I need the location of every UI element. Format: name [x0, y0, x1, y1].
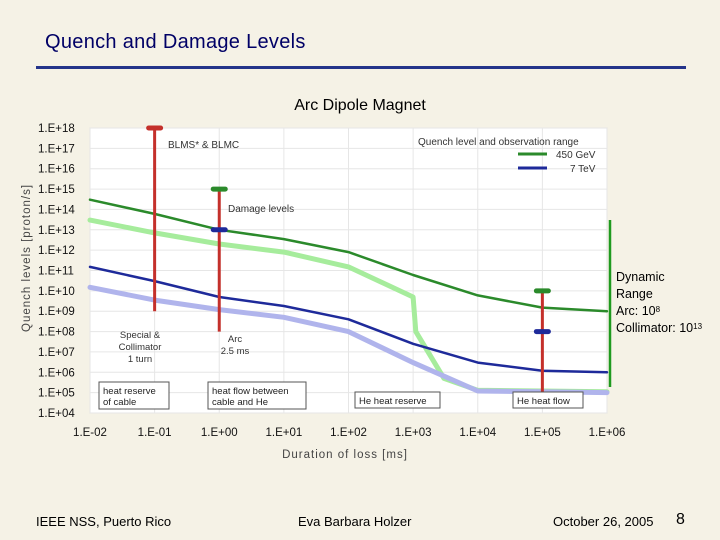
box-heat-flow-line1: heat flow between — [212, 386, 289, 397]
y-tick-label: 1.E+09 — [38, 306, 75, 318]
box-heat-reserve-cable-line1: heat reserve — [103, 386, 156, 397]
y-tick-label: 1.E+13 — [38, 225, 75, 237]
series-line — [88, 198, 609, 313]
box-he-heat-flow-label: He heat flow — [517, 396, 570, 407]
y-tick-label: 1.E+17 — [38, 143, 75, 155]
dynamic-range-arc: Arc: 108 — [616, 303, 660, 320]
y-tick-label: 1.E+14 — [38, 204, 75, 216]
box-heat-reserve-cable: heat reserve of cable — [98, 381, 170, 410]
y-tick-label: 1.E+05 — [38, 388, 75, 400]
x-tick-label: 1.E+01 — [265, 427, 302, 439]
annotation-special-2: Collimator — [119, 342, 162, 353]
x-tick-label: 1.E+02 — [330, 427, 367, 439]
x-tick-label: 1.E-02 — [73, 427, 107, 439]
dynamic-range-line1: Dynamic — [616, 270, 665, 284]
y-tick-label: 1.E+08 — [38, 327, 75, 339]
y-axis-label: Quench levels [proton/s] — [21, 184, 33, 332]
legend-label-450gev: 450 GeV — [556, 150, 596, 161]
annotation-arc-1: Arc — [228, 334, 243, 345]
x-tick-label: 1.E+06 — [589, 427, 626, 439]
footer-venue: IEEE NSS, Puerto Rico — [36, 514, 172, 529]
x-tick-label: 1.E+05 — [524, 427, 561, 439]
annotation-arc-2: 2.5 ms — [221, 346, 250, 357]
y-tick-label: 1.E+04 — [38, 408, 75, 420]
box-heat-flow-cable-he: heat flow between cable and He — [207, 381, 307, 410]
x-tick-label: 1.E-01 — [138, 427, 172, 439]
slide-number: 8 — [676, 511, 685, 528]
slide-title: Quench and Damage Levels — [45, 31, 306, 53]
dynamic-range-coll-exp: 13 — [693, 322, 703, 331]
dynamic-range-line2: Range — [616, 287, 653, 301]
y-tick-label: 1.E+15 — [38, 184, 75, 196]
x-tick-label: 1.E+03 — [395, 427, 432, 439]
y-tick-label: 1.E+12 — [38, 245, 75, 257]
x-tick-labels: 1.E-02 1.E-01 1.E+00 1.E+01 1.E+02 1.E+03 1.E+… — [73, 427, 625, 439]
footer-author: Eva Barbara Holzer — [298, 514, 412, 529]
annotation-damage: Damage levels — [228, 204, 294, 215]
x-tick-label: 1.E+00 — [201, 427, 238, 439]
dynamic-range-coll-label: Collimator: 10 — [616, 321, 694, 335]
annotation-blms: BLMS* & BLMC — [168, 140, 239, 151]
red-bars — [153, 128, 544, 393]
dynamic-range-collimator: Collimator: 1013 — [616, 320, 702, 337]
y-tick-label: 1.E+18 — [38, 123, 75, 135]
box-heat-flow-line2: cable and He — [212, 397, 268, 408]
y-tick-label: 1.E+07 — [38, 347, 75, 359]
chart-title: Arc Dipole Magnet — [294, 97, 426, 114]
y-tick-label: 1.E+06 — [38, 367, 75, 379]
y-tick-label: 1.E+10 — [38, 286, 75, 298]
x-axis-label: Duration of loss [ms] — [282, 449, 408, 461]
annotation-special-1: Special & — [120, 330, 161, 341]
markers — [146, 125, 551, 335]
box-heat-reserve-cable-line2: of cable — [103, 397, 136, 408]
y-tick-labels: 1.E+04 1.E+05 1.E+06 1.E+07 1.E+08 1.E+09 1.E+… — [38, 123, 75, 420]
legend: Quench level and observation range 450 G… — [418, 137, 596, 175]
y-tick-label: 1.E+11 — [38, 266, 74, 278]
box-he-heat-reserve: He heat reserve — [354, 391, 441, 409]
legend-label-7tev: 7 TeV — [570, 164, 596, 175]
dynamic-range-arc-label: Arc: 10 — [616, 304, 656, 318]
footer-date: October 26, 2005 — [553, 514, 654, 529]
box-he-heat-reserve-label: He heat reserve — [359, 396, 427, 407]
y-tick-label: 1.E+16 — [38, 164, 75, 176]
x-tick-label: 1.E+04 — [459, 427, 496, 439]
dynamic-range-arc-exp: 8 — [655, 305, 661, 314]
box-he-heat-flow: He heat flow — [512, 391, 584, 409]
legend-title: Quench level and observation range — [418, 137, 579, 148]
series-line — [88, 265, 609, 374]
annotation-special-3: 1 turn — [128, 354, 152, 365]
title-rule — [36, 66, 686, 69]
